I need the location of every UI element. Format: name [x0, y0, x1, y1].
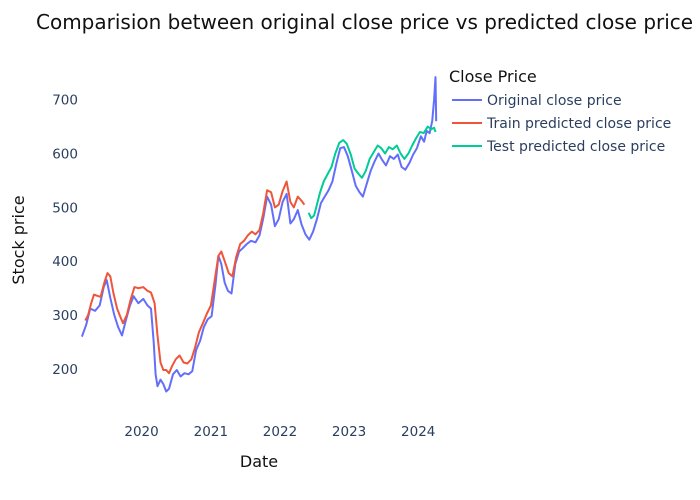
- chart-title: Comparision between original close price…: [36, 10, 693, 34]
- legend[interactable]: Close Price Original close price Train p…: [449, 67, 671, 155]
- x-tick-label: 2024: [401, 424, 435, 440]
- legend-label-train: Train predicted close price: [486, 116, 671, 132]
- y-axis-title: Stock price: [9, 195, 28, 284]
- y-tick-label: 500: [52, 200, 78, 216]
- legend-label-original: Original close price: [487, 93, 622, 109]
- y-axis-ticks: 200 300 400 500 600 700: [52, 93, 78, 378]
- x-axis-title: Date: [240, 452, 278, 471]
- y-tick-label: 300: [52, 308, 78, 324]
- y-tick-label: 700: [52, 93, 78, 109]
- x-tick-label: 2021: [194, 424, 228, 440]
- y-tick-label: 400: [52, 254, 78, 270]
- plot-area: [80, 76, 438, 393]
- x-tick-label: 2023: [332, 424, 366, 440]
- legend-title: Close Price: [449, 67, 537, 86]
- series-line-train-predicted-close-price[interactable]: [84, 180, 306, 375]
- legend-label-test: Test predicted close price: [486, 139, 665, 155]
- series-line-original-close-price[interactable]: [80, 76, 438, 393]
- x-tick-label: 2020: [124, 424, 158, 440]
- y-tick-label: 200: [52, 362, 78, 378]
- legend-item-test[interactable]: Test predicted close price: [452, 139, 665, 155]
- x-tick-label: 2022: [263, 424, 297, 440]
- x-axis-ticks: 2020 2021 2022 2023 2024: [124, 424, 435, 440]
- legend-item-original[interactable]: Original close price: [452, 93, 622, 109]
- y-tick-label: 600: [52, 147, 78, 163]
- series-line-test-predicted-close-price[interactable]: [307, 125, 437, 220]
- legend-item-train[interactable]: Train predicted close price: [452, 116, 671, 132]
